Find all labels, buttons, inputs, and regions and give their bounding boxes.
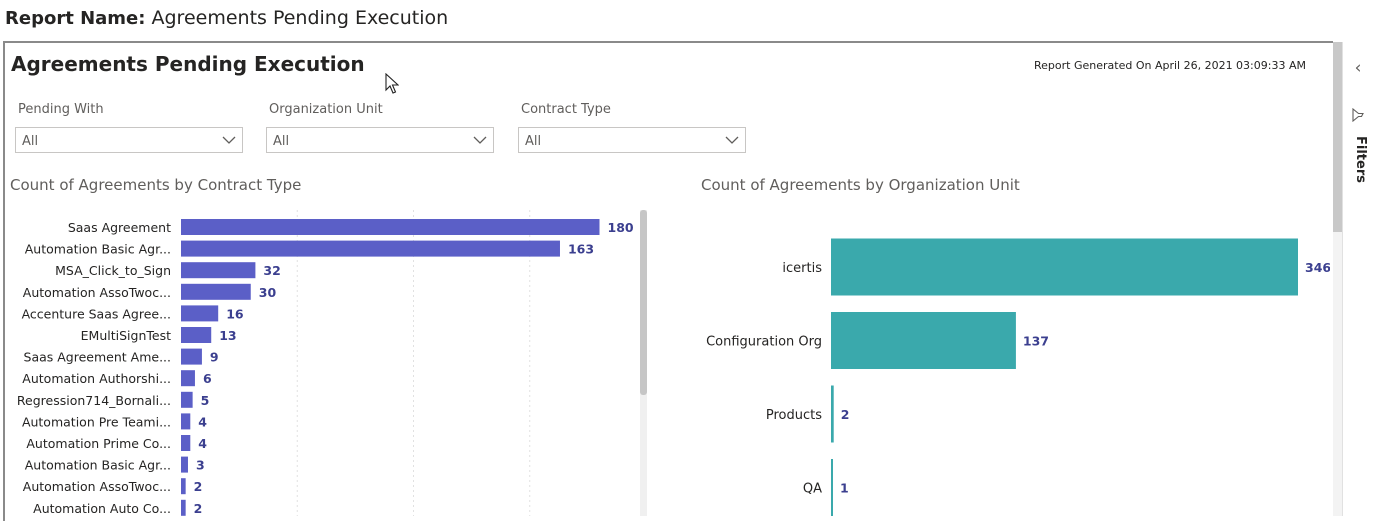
chevron-down-icon — [725, 136, 739, 144]
contract-type-chart-title: Count of Agreements by Contract Type — [10, 176, 302, 194]
data-label: 137 — [1023, 334, 1049, 349]
data-label: 180 — [608, 220, 634, 235]
bar-saas-agreement-ame[interactable] — [181, 348, 202, 365]
category-label: Regression714_Bornali... — [17, 393, 171, 408]
contract-type-bar-chart: Saas Agreement 180 Automation Basic Agr...… — [17, 210, 647, 516]
bar-qa[interactable] — [831, 459, 833, 516]
category-label: QA — [803, 482, 822, 497]
data-label: 32 — [263, 263, 280, 278]
mouse-cursor-icon — [385, 73, 399, 94]
report-name-header: Report Name: Agreements Pending Executio… — [5, 4, 448, 34]
bar-automation-pre-teami[interactable] — [181, 413, 191, 430]
bar-configuration-org[interactable] — [831, 312, 1016, 369]
report-scrollbar-track[interactable] — [1333, 42, 1342, 516]
bar-automation-basic-agr[interactable] — [181, 456, 188, 473]
data-label: 5 — [201, 393, 210, 408]
data-label: 4 — [198, 414, 207, 429]
slicer-pending-with-dropdown[interactable]: All — [15, 127, 243, 153]
category-label: icertis — [782, 261, 822, 276]
data-label: 346 — [1305, 260, 1330, 275]
category-label: Accenture Saas Agree... — [22, 306, 171, 321]
chevron-left-icon[interactable]: ‹ — [1354, 58, 1362, 78]
category-label: Configuration Org — [706, 335, 822, 350]
slicer-value: All — [525, 134, 542, 149]
bar-automation-prime-co[interactable] — [181, 435, 191, 451]
slicer-label-organization-unit: Organization Unit — [269, 102, 383, 117]
category-label: Automation Basic Agr... — [25, 458, 171, 473]
category-label: Automation Authorshi... — [22, 371, 171, 386]
category-label: Saas Agreement Ame... — [24, 350, 171, 365]
report-scrollbar-thumb[interactable] — [1333, 42, 1342, 232]
category-label: Automation Basic Agr... — [25, 242, 171, 257]
data-label: 4 — [198, 436, 207, 451]
bar-automation-basic-agr[interactable] — [181, 240, 560, 257]
chevron-down-icon — [222, 136, 236, 144]
data-label: 2 — [194, 479, 203, 494]
slicer-organization-unit-dropdown[interactable]: All — [266, 127, 494, 153]
category-label: Automation AssoTwoc... — [23, 479, 171, 494]
category-label: Saas Agreement — [68, 220, 171, 235]
bar-automation-authorshi[interactable] — [181, 370, 195, 387]
data-label: 1 — [840, 481, 849, 496]
bar-automation-assotwoc[interactable] — [181, 478, 186, 495]
data-label: 13 — [219, 328, 236, 343]
data-label: 9 — [210, 350, 219, 365]
category-label: Automation Auto Co... — [33, 501, 171, 516]
data-label: 163 — [568, 242, 594, 257]
category-label: EMultiSignTest — [81, 328, 171, 343]
slicer-label-pending-with: Pending With — [18, 102, 104, 117]
category-label: Automation Prime Co... — [26, 436, 171, 451]
bar-icertis[interactable] — [831, 238, 1298, 296]
organization-unit-chart-title: Count of Agreements by Organization Unit — [701, 176, 1020, 194]
bar-automation-assotwoc[interactable] — [181, 283, 251, 300]
category-label: Products — [766, 408, 822, 423]
slicer-label-contract-type: Contract Type — [521, 102, 611, 117]
slicer-value: All — [273, 134, 290, 149]
slicer-value: All — [22, 134, 39, 149]
data-label: 2 — [194, 501, 203, 516]
bar-accenture-saas-agree[interactable] — [181, 305, 219, 322]
chart-scrollbar-thumb[interactable] — [640, 210, 647, 395]
data-label: 3 — [196, 458, 205, 473]
funnel-icon[interactable] — [1351, 108, 1365, 122]
page-title: Agreements Pending Execution — [11, 52, 365, 76]
slicer-contract-type-dropdown[interactable]: All — [518, 127, 746, 153]
data-label: 30 — [259, 285, 277, 300]
data-label: 6 — [203, 371, 212, 386]
bar-saas-agreement[interactable] — [181, 219, 600, 235]
data-label: 16 — [226, 306, 244, 321]
data-label: 2 — [841, 407, 850, 422]
chevron-down-icon — [473, 136, 487, 144]
filters-pane-label[interactable]: Filters — [1353, 136, 1368, 183]
category-label: Automation Pre Teami... — [22, 414, 171, 429]
category-label: Automation AssoTwoc... — [23, 285, 171, 300]
filters-pane[interactable] — [1342, 42, 1383, 516]
organization-unit-bar-chart: icertis 346 Configuration Org 137 Products 2 Q… — [706, 238, 1330, 516]
bar-regression714-bornali[interactable] — [181, 391, 193, 408]
bar-msa-click-to-sign[interactable] — [181, 262, 256, 279]
bar-emultisigntest[interactable] — [181, 327, 212, 343]
report-name-label: Report Name: — [5, 8, 146, 29]
bar-products[interactable] — [831, 385, 834, 443]
report-generated-timestamp: Report Generated On April 26, 2021 03:09… — [1034, 59, 1306, 72]
bar-automation-auto-co[interactable] — [181, 499, 186, 516]
report-name-value: Agreements Pending Execution — [151, 7, 449, 29]
category-label: MSA_Click_to_Sign — [55, 263, 171, 278]
